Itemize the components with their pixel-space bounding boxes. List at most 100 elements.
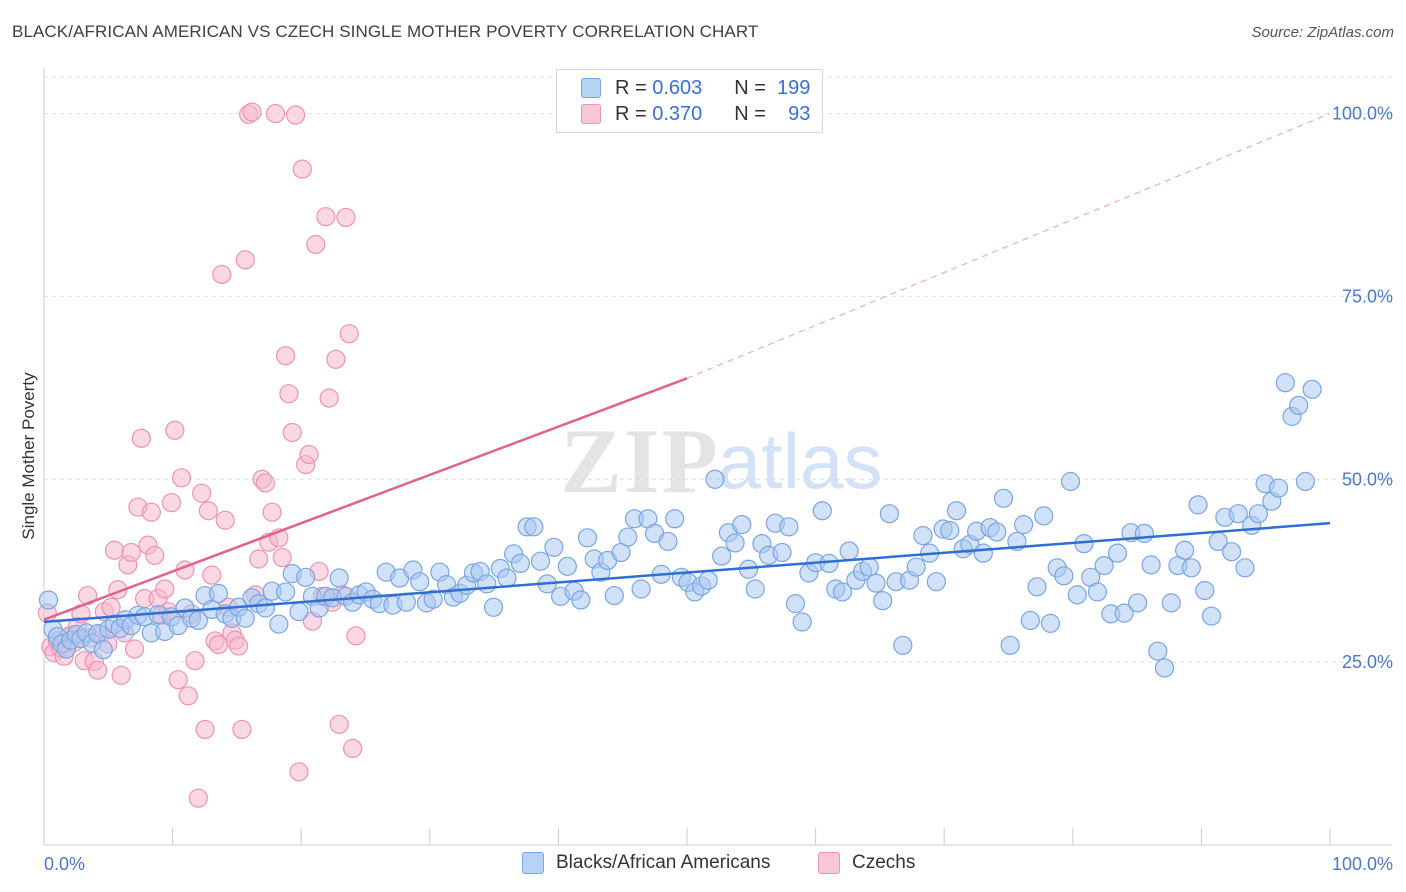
czech-point — [339, 324, 359, 344]
czech-point — [232, 719, 252, 740]
black-point — [1248, 504, 1269, 524]
czech-point — [198, 501, 218, 521]
czech-point — [185, 651, 205, 671]
czech-point — [262, 502, 282, 522]
czech-point — [292, 159, 312, 179]
black-point — [1060, 471, 1081, 492]
czechs-series — [37, 102, 366, 808]
black-point — [772, 542, 792, 563]
czech-point — [215, 510, 235, 530]
czech-point — [141, 502, 161, 522]
czech-point — [104, 540, 125, 560]
y-tick-label: 50.0% — [1342, 469, 1393, 489]
czech-point — [316, 207, 336, 227]
black-point — [792, 612, 812, 632]
black-point — [839, 541, 859, 561]
black-point — [510, 553, 530, 574]
black-point — [1195, 580, 1215, 601]
black-point — [879, 504, 900, 524]
black-point — [873, 591, 893, 611]
black-point — [1134, 523, 1154, 544]
black-point — [1201, 606, 1222, 626]
watermark-zip: ZIP — [560, 410, 719, 512]
black-point — [1087, 582, 1108, 602]
black-point — [745, 579, 765, 599]
black-point — [893, 635, 913, 655]
czech-point — [282, 422, 302, 443]
czech-point — [188, 788, 208, 808]
black-point — [665, 509, 685, 529]
legend-n-label: N = — [734, 76, 766, 99]
czech-point — [336, 207, 356, 228]
black-point — [1268, 478, 1289, 498]
czech-point — [249, 549, 269, 569]
black-point — [38, 590, 59, 610]
watermark-atlas: atlas — [718, 417, 883, 505]
czech-point — [299, 444, 319, 465]
czechs-trend-extension — [686, 112, 1331, 379]
y-tick-label: 25.0% — [1342, 652, 1393, 672]
black-point — [544, 537, 564, 557]
chart-title: BLACK/AFRICAN AMERICAN VS CZECH SINGLE M… — [12, 22, 759, 41]
czech-point — [145, 545, 165, 565]
black-point — [423, 589, 443, 609]
black-point — [1094, 555, 1114, 576]
black-point — [1128, 593, 1148, 613]
black-point — [1175, 540, 1195, 560]
black-point — [712, 546, 732, 566]
trend-lines — [43, 112, 1331, 624]
black-point — [235, 608, 255, 628]
czech-point — [124, 639, 145, 659]
black-point — [973, 543, 993, 563]
czech-point — [131, 428, 151, 448]
black-point — [785, 594, 806, 614]
czech-point — [319, 388, 339, 408]
czech-point — [168, 670, 188, 690]
black-point — [1034, 506, 1054, 526]
legend-r-label: R = — [615, 102, 647, 125]
black-point — [269, 614, 289, 634]
czech-point — [228, 636, 249, 656]
black-point — [524, 517, 544, 537]
bottom-legend-swatch-pink — [818, 852, 840, 874]
black-point — [188, 610, 208, 631]
black-point — [530, 551, 551, 571]
black-point — [483, 597, 504, 617]
black-point — [618, 527, 638, 547]
czech-point — [272, 547, 292, 568]
axes — [43, 68, 1392, 846]
y-tick-label: 100.0% — [1332, 104, 1393, 124]
black-point — [1302, 379, 1322, 399]
blacks-trend-line — [43, 521, 1331, 624]
czech-point — [265, 103, 286, 124]
black-point — [913, 526, 933, 546]
czech-point — [121, 542, 141, 563]
czech-point — [275, 346, 296, 366]
black-point — [396, 592, 416, 612]
legend-n-value-pink: 93 — [788, 102, 811, 125]
black-point — [1289, 395, 1309, 416]
black-point — [255, 598, 276, 618]
czech-point — [171, 468, 192, 488]
black-point — [497, 568, 517, 588]
grid-lines: 25.0% 50.0% 75.0% 100.0% — [44, 76, 1393, 672]
black-point — [926, 572, 946, 592]
black-point — [571, 590, 591, 610]
x-tick-label-max: 100.0% — [1332, 854, 1393, 874]
czech-point — [255, 473, 276, 493]
legend-row-czechs: R = 0.370 N = 93 — [581, 101, 810, 127]
black-point — [1148, 641, 1168, 661]
black-point — [993, 488, 1014, 508]
black-point — [779, 517, 799, 537]
czech-point — [161, 493, 182, 513]
black-point — [1040, 613, 1061, 633]
czech-point — [235, 250, 255, 270]
black-point — [275, 582, 296, 602]
black-point — [296, 567, 316, 587]
black-point — [1154, 658, 1175, 678]
black-point — [1235, 558, 1255, 578]
black-point — [1013, 515, 1034, 535]
black-point — [1114, 603, 1134, 623]
source-label: Source: ZipAtlas.com — [1251, 24, 1394, 41]
legend-row-blacks: R = 0.603 N = 199 — [581, 75, 810, 101]
